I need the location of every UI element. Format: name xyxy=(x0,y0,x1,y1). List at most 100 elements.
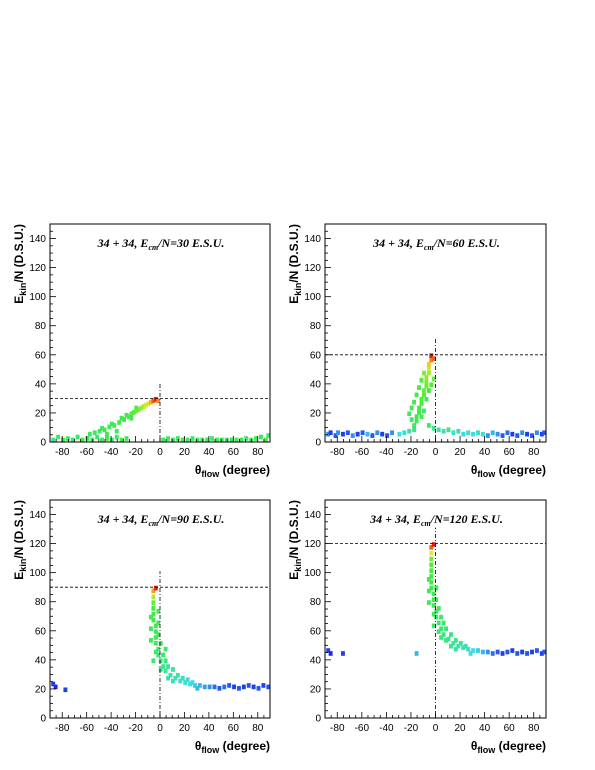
heat-cell xyxy=(153,649,158,655)
plot-frame xyxy=(324,223,547,443)
heat-cell xyxy=(61,437,65,443)
heat-cell xyxy=(185,437,190,443)
x-axis-label: θflow (degree) xyxy=(471,739,546,755)
heat-cell xyxy=(119,437,124,443)
heat-cell xyxy=(426,362,431,367)
y-tick-label: 140 xyxy=(29,234,46,245)
heat-cell xyxy=(256,686,261,691)
heat-cell xyxy=(131,410,136,415)
heat-cell xyxy=(190,680,195,685)
heat-cell xyxy=(90,437,95,443)
heat-cell xyxy=(350,433,355,438)
heat-cell xyxy=(515,433,520,438)
heat-cell xyxy=(429,585,434,591)
heat-cell xyxy=(345,430,350,436)
heat-cell xyxy=(222,684,227,690)
heat-cell xyxy=(136,407,141,412)
heat-cell xyxy=(429,353,434,358)
x-tick-label: -40 xyxy=(104,447,119,458)
heat-cell xyxy=(151,588,156,594)
heat-cell xyxy=(156,646,161,652)
heat-cell xyxy=(241,684,246,690)
heat-cell xyxy=(485,649,490,655)
heat-cell xyxy=(134,408,139,414)
heat-cell xyxy=(180,437,185,443)
heat-cell xyxy=(158,658,163,664)
x-axis-label: θflow (degree) xyxy=(195,463,270,479)
heat-cell xyxy=(417,410,422,415)
heat-cell xyxy=(340,431,345,437)
heat-cell xyxy=(434,597,439,603)
heat-cell xyxy=(171,437,175,443)
x-tick-label: -20 xyxy=(128,723,143,734)
heat-cell xyxy=(153,629,158,634)
heat-cell xyxy=(227,683,232,688)
heat-cell xyxy=(212,684,217,690)
heat-cell xyxy=(175,436,180,441)
y-tick-label: 100 xyxy=(29,292,46,303)
heat-cell xyxy=(505,649,510,655)
y-tick-label: 140 xyxy=(304,510,321,521)
heat-cell xyxy=(414,651,419,656)
heat-cell xyxy=(251,684,256,690)
heat-cell xyxy=(530,433,534,438)
heat-cell xyxy=(151,658,156,664)
heat-cell xyxy=(197,683,202,688)
heat-cell xyxy=(139,405,144,411)
heat-cell xyxy=(370,433,375,438)
heat-cell xyxy=(380,431,385,437)
y-axis-label: Ekin/N (D.S.U.) xyxy=(12,224,28,304)
x-tick-label: 20 xyxy=(179,447,191,458)
y-tick-label: 80 xyxy=(310,321,322,332)
heat-cell xyxy=(92,430,97,436)
x-tick-label: 80 xyxy=(252,723,264,734)
y-tick-label: 0 xyxy=(315,438,321,449)
heat-cell xyxy=(178,678,183,684)
heat-cell xyxy=(326,648,331,653)
panel-title: 34 + 34, Ecm/N=120 E.S.U. xyxy=(369,512,503,528)
heat-cell xyxy=(163,658,168,664)
heat-cell xyxy=(520,430,525,436)
y-tick-label: 60 xyxy=(310,626,322,637)
heat-cell xyxy=(530,649,534,655)
plot-panel-3: -80 -60 -40 -20 0 20 40 60 80 0 20 40 60 80 100 120 140 3… xyxy=(12,499,271,755)
heat-cell xyxy=(153,640,158,646)
heat-cell xyxy=(166,664,171,669)
heat-cell xyxy=(168,672,173,678)
heat-cell xyxy=(375,430,380,436)
heat-cell xyxy=(429,568,434,573)
heat-cell xyxy=(144,402,149,408)
heat-cell xyxy=(426,366,431,372)
heat-cell xyxy=(146,401,151,406)
heat-cell xyxy=(210,436,215,441)
heat-cell xyxy=(490,651,495,656)
heat-cell xyxy=(476,648,480,653)
heat-cell xyxy=(156,652,161,658)
heat-cell xyxy=(426,577,431,582)
heat-cell xyxy=(239,437,244,443)
heat-cell xyxy=(429,545,434,550)
heat-cell xyxy=(446,636,451,642)
heat-cell xyxy=(461,645,466,650)
heat-cell xyxy=(185,677,190,682)
heat-cell xyxy=(63,687,68,693)
heat-cell xyxy=(53,684,58,690)
heat-cell xyxy=(124,436,129,441)
heat-cell xyxy=(429,556,434,562)
x-tick-label: 0 xyxy=(157,447,163,458)
heat-cell xyxy=(421,370,426,376)
heat-cell xyxy=(156,609,161,614)
heat-cell xyxy=(431,542,436,547)
heat-cell xyxy=(259,434,263,440)
heat-cell xyxy=(114,434,119,440)
heat-cell xyxy=(407,411,412,417)
plot-panel-1: -80 -60 -40 -20 0 20 40 60 80 0 20 40 60 80 100 120 140 3… xyxy=(12,223,271,479)
heat-cell xyxy=(355,431,360,437)
x-tick-label: -20 xyxy=(404,447,419,458)
heat-cell xyxy=(520,649,525,655)
heat-cell xyxy=(124,412,129,418)
heat-cell xyxy=(414,414,419,420)
y-tick-label: 40 xyxy=(35,379,47,390)
heat-cell xyxy=(495,649,500,655)
